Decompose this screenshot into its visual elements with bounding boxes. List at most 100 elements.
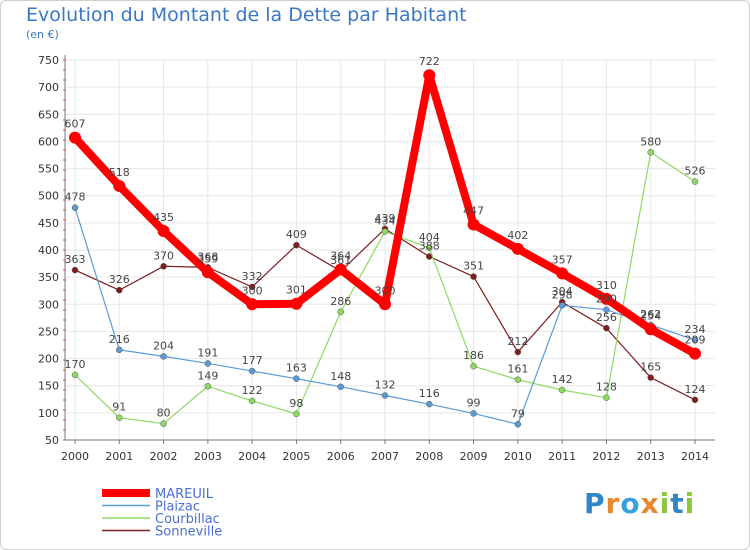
data-label: 116: [419, 387, 440, 400]
data-point: [204, 383, 212, 390]
data-label: 177: [242, 354, 263, 367]
data-point: [603, 306, 610, 313]
data-label: 290: [596, 293, 617, 306]
data-point: [511, 242, 524, 255]
data-label: 364: [330, 250, 351, 263]
data-point: [423, 69, 436, 82]
y-tick-label: 450: [38, 217, 59, 230]
data-point: [514, 376, 522, 383]
data-point: [691, 178, 699, 185]
data-point: [293, 375, 300, 382]
chart-title: Evolution du Montant de la Dette par Hab…: [26, 4, 467, 26]
data-point: [334, 263, 347, 276]
data-label: 357: [552, 253, 573, 266]
data-label: 212: [507, 335, 528, 348]
data-label: 186: [463, 349, 484, 362]
y-tick-label: 650: [38, 108, 59, 121]
data-point: [113, 179, 126, 192]
data-label: 388: [419, 240, 440, 253]
data-point: [160, 263, 167, 270]
data-point: [337, 308, 344, 316]
chart-subtitle: (en €): [26, 28, 59, 41]
y-tick-label: 50: [45, 434, 59, 447]
data-point: [204, 360, 212, 367]
data-label: 518: [109, 166, 130, 179]
data-point: [603, 394, 610, 401]
data-point: [248, 283, 256, 291]
logo-letter: t: [670, 487, 685, 520]
logo-letter: r: [605, 487, 621, 520]
x-tick-label: 2008: [415, 450, 443, 463]
data-point: [647, 374, 654, 381]
data-point: [116, 346, 123, 354]
data-label: 435: [153, 211, 174, 224]
data-label: 148: [330, 370, 351, 383]
x-tick-label: 2011: [548, 450, 576, 463]
data-label: 91: [112, 401, 126, 414]
data-label: 326: [109, 273, 130, 286]
data-label: 256: [596, 311, 617, 324]
data-point: [381, 392, 389, 399]
data-label: 301: [286, 284, 307, 297]
data-label: 351: [463, 260, 484, 273]
data-point: [603, 324, 610, 332]
data-label: 142: [552, 373, 573, 386]
data-point: [71, 371, 79, 379]
data-point: [514, 421, 522, 428]
data-label: 124: [685, 383, 706, 396]
x-tick-label: 2000: [61, 450, 89, 463]
y-tick-label: 750: [38, 54, 59, 67]
data-label: 300: [242, 284, 263, 297]
data-label: 304: [552, 285, 573, 298]
data-point: [600, 292, 613, 305]
data-label: 209: [685, 334, 706, 347]
data-point: [337, 383, 344, 391]
logo-letter: i: [659, 487, 671, 520]
data-label: 204: [153, 339, 174, 352]
data-point: [381, 228, 389, 235]
logo-letter: o: [620, 487, 641, 520]
data-point: [290, 297, 303, 310]
data-label: 402: [507, 229, 528, 242]
x-tick-label: 2010: [504, 450, 532, 463]
y-tick-label: 600: [38, 135, 59, 148]
data-point: [426, 244, 433, 252]
logo-letter: i: [684, 487, 696, 520]
x-tick-label: 2002: [150, 450, 178, 463]
axes: 50 100 150 200 250 300 350 400 450 500 550 600 650 70…: [38, 54, 715, 463]
data-point: [556, 267, 569, 280]
data-label: 434: [375, 215, 396, 228]
data-label: 298: [552, 288, 573, 301]
data-point: [558, 386, 566, 394]
data-label: 163: [286, 362, 307, 375]
data-point: [691, 336, 699, 344]
data-label: 80: [157, 407, 171, 420]
x-tick-label: 2004: [238, 450, 266, 463]
data-label: 170: [65, 358, 86, 371]
x-tick-label: 2003: [194, 450, 222, 463]
data-point: [116, 414, 123, 421]
legend-label: Courbillac: [155, 512, 220, 527]
data-label: 478: [65, 191, 86, 204]
legend-label: Plaizac: [155, 500, 200, 515]
x-tick-label: 2009: [460, 450, 488, 463]
data-point: [467, 218, 480, 231]
data-point: [644, 323, 657, 336]
y-tick-label: 550: [38, 163, 59, 176]
data-label: 332: [242, 270, 263, 283]
data-point: [71, 204, 79, 211]
data-label: 122: [242, 384, 263, 397]
data-label: 580: [640, 135, 661, 148]
data-label: 409: [286, 228, 307, 241]
x-tick-label: 2012: [592, 450, 620, 463]
data-label: 300: [375, 284, 396, 297]
data-point: [248, 367, 256, 375]
y-tick-label: 100: [38, 407, 59, 420]
x-tick-label: 2014: [681, 450, 709, 463]
data-label: 79: [511, 407, 525, 420]
data-label: 165: [640, 361, 661, 374]
data-label: 439: [375, 212, 396, 225]
x-tick-label: 2001: [105, 450, 133, 463]
data-point: [160, 353, 167, 360]
